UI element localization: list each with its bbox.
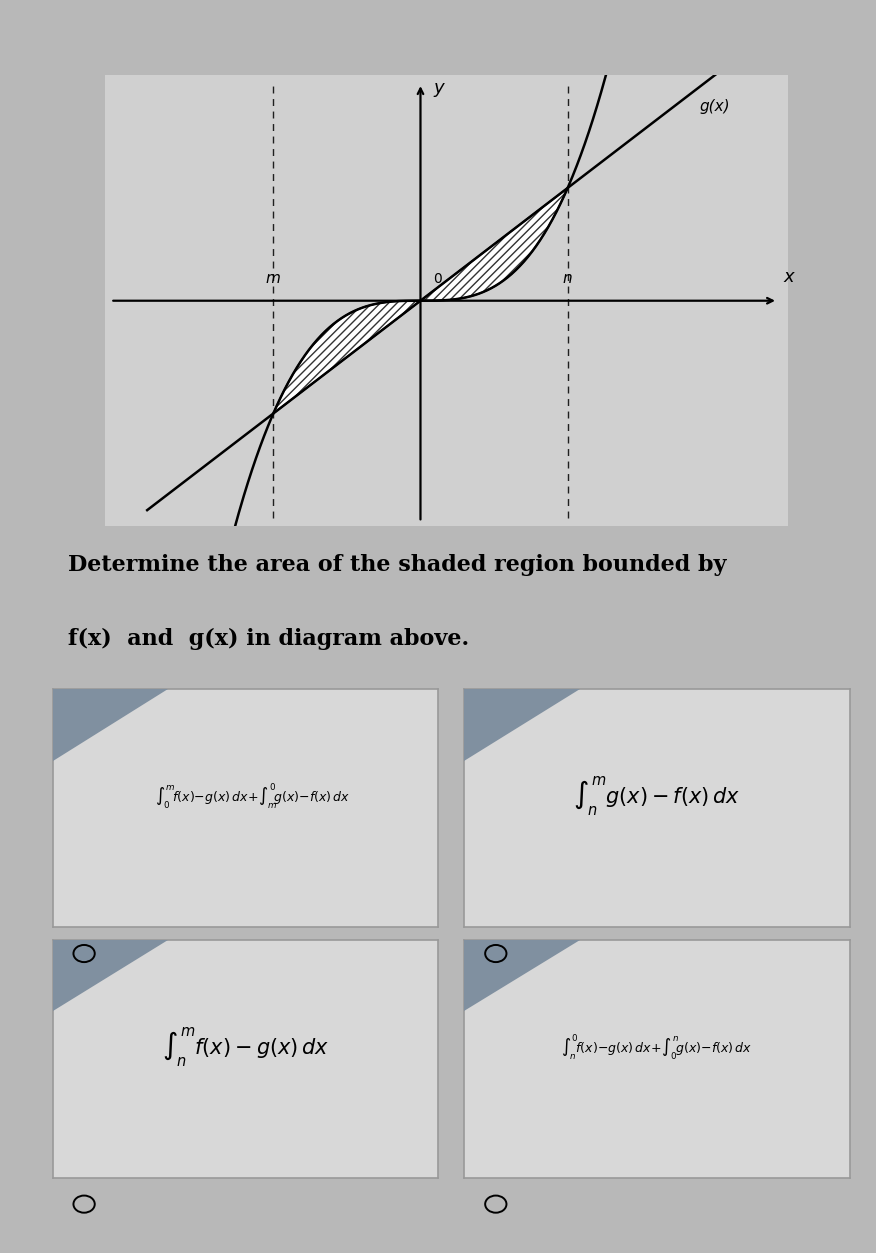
Text: y: y: [433, 79, 444, 98]
Text: x: x: [783, 268, 794, 286]
Polygon shape: [464, 689, 580, 761]
Polygon shape: [53, 940, 168, 1011]
Text: f(x)  and  g(x) in diagram above.: f(x) and g(x) in diagram above.: [68, 628, 470, 650]
Text: n: n: [563, 271, 572, 286]
Text: Determine the area of the shaded region bounded by: Determine the area of the shaded region …: [68, 554, 727, 576]
Text: $\int_n^m g(x)-f(x)\,dx$: $\int_n^m g(x)-f(x)\,dx$: [574, 774, 740, 818]
Text: $\int_n^m f(x)-g(x)\,dx$: $\int_n^m f(x)-g(x)\,dx$: [162, 1025, 328, 1069]
Text: $\int_n^0\!f(x){-}g(x)\,dx\!+\!\int_0^n\!g(x){-}f(x)\,dx$: $\int_n^0\!f(x){-}g(x)\,dx\!+\!\int_0^n\…: [562, 1032, 752, 1061]
Text: g(x): g(x): [699, 99, 730, 114]
Text: m: m: [266, 271, 280, 286]
Polygon shape: [53, 689, 168, 761]
Text: $\int_0^m\!f(x){-}g(x)\,dx\!+\!\int_m^0\!g(x){-}f(x)\,dx$: $\int_0^m\!f(x){-}g(x)\,dx\!+\!\int_m^0\…: [155, 782, 350, 811]
Text: 0: 0: [433, 272, 442, 286]
Polygon shape: [464, 940, 580, 1011]
